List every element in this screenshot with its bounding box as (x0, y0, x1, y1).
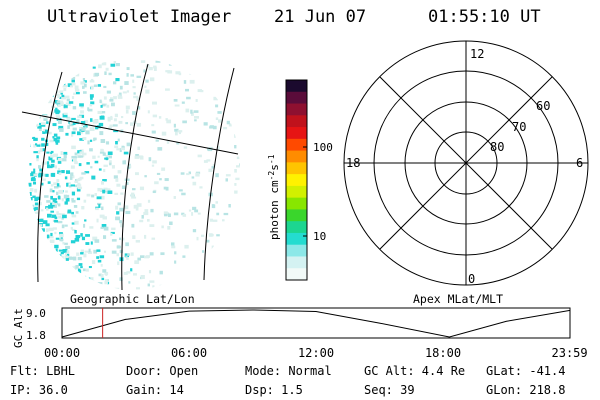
colorbar-cell (286, 127, 307, 140)
altitude-series-line (61, 309, 571, 338)
footer-field: Gain: 14 (126, 383, 184, 397)
geo-grid-lines (21, 63, 239, 291)
footer-field-key: Door: (126, 364, 163, 378)
mlat-label-60: 60 (536, 99, 550, 113)
footer-field: Mode: Normal (245, 364, 332, 378)
footer-field-value: Open (162, 364, 199, 378)
colorbar-tick-label: 100 (313, 141, 333, 154)
colorbar-cells (286, 80, 307, 281)
footer-field-value: 1.5 (273, 383, 303, 397)
longitude-line (121, 63, 149, 291)
colorbar-cell (286, 80, 307, 93)
footer-field-key: Dsp: (245, 383, 274, 397)
footer-field-key: Flt: (10, 364, 39, 378)
footer-field-value: -41.4 (522, 364, 566, 378)
date-label: 21 Jun 07 (274, 7, 367, 27)
footer-field: GC Alt: 4.4 Re (364, 364, 465, 378)
footer-field-key: Seq: (364, 383, 393, 397)
colorbar-cell (286, 162, 307, 175)
colorbar-cell (286, 91, 307, 105)
footer-field-value: 4.4 Re (414, 364, 466, 378)
orbit-ylabel: GC Alt (12, 308, 25, 348)
colorbar-cell (286, 232, 307, 246)
footer-field: Dsp: 1.5 (245, 383, 303, 397)
footer-field-key: GLat: (486, 364, 523, 378)
colorbar-unit-label: photon cm-2s-1 (267, 154, 281, 240)
orbit-plot-frame (61, 307, 571, 339)
footer-field-value: 14 (162, 383, 184, 397)
footer-field: Door: Open (126, 364, 198, 378)
footer-field-value: 218.8 (522, 383, 566, 397)
footer-field: GLat: -41.4 (486, 364, 565, 378)
mlat-label-80: 80 (490, 140, 504, 154)
polar-panel-label: Apex MLat/MLT (413, 292, 504, 306)
colorbar-cell (286, 185, 307, 199)
time-label: 01:55:10 UT (428, 7, 541, 27)
footer-field-key: Mode: (245, 364, 282, 378)
colorbar-cell (286, 209, 307, 222)
mlt-label-6: 6 (576, 156, 583, 170)
footer-field-key: IP: (10, 383, 32, 397)
footer-field: Flt: LBHL (10, 364, 75, 378)
colorbar-tick-label: 10 (313, 230, 326, 243)
footer-field-value: Normal (281, 364, 332, 378)
geo-panel-label: Geographic Lat/Lon (70, 292, 195, 306)
colorbar-cell (286, 244, 307, 257)
colorbar-cell (286, 256, 307, 269)
footer-field-key: GC Alt: (364, 364, 415, 378)
mlt-label-0: 0 (468, 272, 475, 286)
colorbar-cell (286, 221, 307, 234)
longitude-line (37, 71, 63, 283)
footer-field-key: Gain: (126, 383, 163, 397)
footer-field-value: LBHL (38, 364, 76, 378)
orbit-ytick-label: 9.0 (26, 307, 46, 320)
latitude-line (21, 111, 239, 155)
colorbar-cell (286, 174, 307, 187)
orbit-xtick-label: 12:00 (298, 346, 334, 360)
footer-field-value: 39 (392, 383, 415, 397)
orbit-xtick-label: 00:00 (44, 346, 80, 360)
mlat-label-70: 70 (512, 120, 526, 134)
footer-field: IP: 36.0 (10, 383, 68, 397)
colorbar-cell (286, 268, 307, 281)
footer-field: GLon: 218.8 (486, 383, 565, 397)
colorbar-frame (285, 79, 308, 281)
colorbar-cell (286, 197, 307, 210)
colorbar-cell (286, 103, 307, 116)
colorbar-cell (286, 150, 307, 163)
mlt-label-12: 12 (470, 47, 484, 61)
footer-field: Seq: 39 (364, 383, 415, 397)
colorbar-cell (286, 138, 307, 152)
colorbar-cell (286, 115, 307, 128)
instrument-title: Ultraviolet Imager (47, 7, 232, 27)
orbit-xtick-label: 18:00 (425, 346, 461, 360)
longitude-line (203, 67, 235, 281)
orbit-xtick-label: 23:59 (552, 346, 588, 360)
footer-field-value: 36.0 (31, 383, 68, 397)
orbit-ytick-label: 1.8 (26, 329, 46, 342)
mlt-label-18: 18 (346, 156, 360, 170)
footer-field-key: GLon: (486, 383, 523, 397)
polar-diagonal (379, 76, 553, 250)
orbit-xtick-label: 06:00 (171, 346, 207, 360)
